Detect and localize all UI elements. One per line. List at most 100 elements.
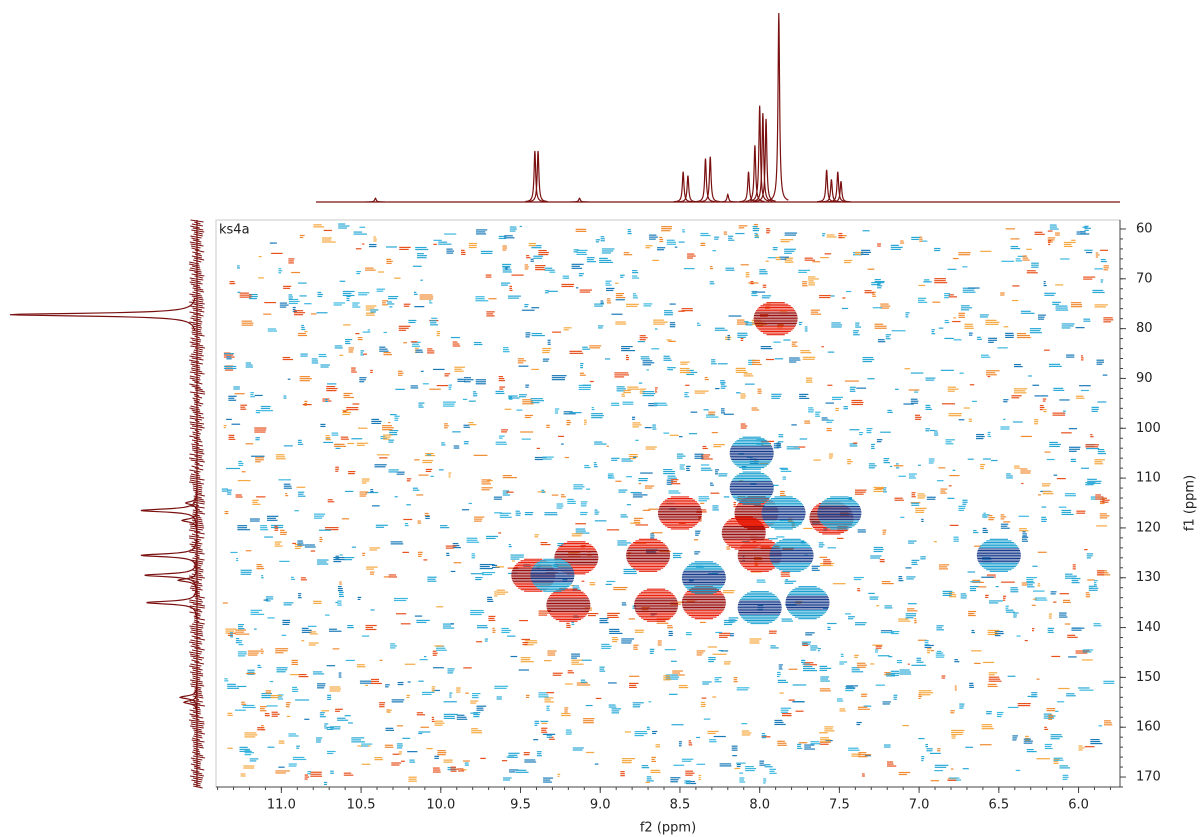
left-noise [192, 307, 203, 311]
left-noise [193, 761, 202, 765]
left-noise [191, 425, 205, 429]
top-peak [700, 156, 720, 203]
left-noise [192, 449, 204, 453]
left-noise [189, 281, 203, 285]
left-noise [191, 315, 202, 319]
left-noise [192, 557, 205, 561]
left-noise [189, 321, 202, 325]
y-tick-label: 130 [1136, 570, 1161, 585]
left-noise [194, 413, 202, 417]
x-tick-label: 8.5 [670, 798, 691, 813]
left-noise [190, 723, 204, 727]
left-noise [192, 397, 201, 401]
left-noise [192, 379, 200, 383]
left-noise [192, 771, 203, 775]
left-noise [191, 667, 203, 671]
y-tick-label: 100 [1136, 421, 1161, 436]
left-noise [194, 373, 201, 377]
left-noise [191, 279, 201, 283]
top-peak [528, 150, 548, 203]
left-noise [194, 451, 205, 455]
left-noise [192, 365, 201, 369]
left-noise [191, 229, 205, 233]
left-noise [191, 265, 201, 269]
top-peak [365, 197, 385, 203]
left-noise [192, 411, 204, 415]
left-noise [193, 609, 203, 613]
left-noise [191, 385, 201, 389]
left-noise [193, 633, 204, 637]
left-noise [192, 489, 203, 493]
left-noise [191, 409, 201, 413]
top-peak [745, 145, 765, 203]
left-noise [192, 603, 206, 607]
left-noise [190, 459, 205, 463]
left-noise [193, 781, 201, 785]
y-tick-label: 140 [1136, 620, 1161, 635]
left-noise [194, 429, 200, 433]
left-noise [194, 463, 204, 467]
left-noise [192, 677, 201, 681]
left-noise [190, 639, 202, 643]
left-noise [192, 483, 202, 487]
cross-peak [729, 471, 774, 505]
left-noise [192, 777, 203, 781]
left-noise [193, 233, 203, 237]
left-noise [189, 653, 200, 657]
left-noise [189, 241, 202, 245]
left-noise [191, 541, 203, 545]
left-noise [193, 231, 203, 235]
left-noise [192, 287, 204, 291]
left-noise [189, 407, 201, 411]
y-tick-label: 80 [1136, 321, 1153, 336]
left-noise [194, 553, 200, 557]
left-noise [189, 625, 204, 629]
left-noise [189, 377, 201, 381]
left-noise [191, 237, 200, 241]
top-peak [525, 150, 545, 203]
left-peak [180, 504, 198, 537]
x-tick-label: 8.0 [749, 798, 770, 813]
left-noise [190, 769, 200, 773]
left-peak [146, 586, 197, 619]
left-peak [140, 539, 197, 572]
left-noise [189, 435, 201, 439]
left-noise [193, 735, 203, 739]
left-noise [194, 253, 203, 257]
cross-peak [681, 586, 726, 620]
left-noise [193, 729, 203, 733]
left-noise [190, 473, 201, 477]
x-tick-label: 7.0 [909, 798, 930, 813]
x-tick-label: 7.5 [829, 798, 850, 813]
left-peak [184, 487, 198, 519]
left-noise [193, 749, 201, 753]
left-noise [194, 467, 204, 471]
left-noise [189, 457, 204, 461]
left-noise [193, 765, 201, 769]
cross-peak [681, 561, 726, 595]
left-noise [189, 651, 202, 655]
left-noise [190, 405, 200, 409]
cross-peak [976, 538, 1021, 572]
left-noise [192, 669, 202, 673]
left-noise [189, 477, 205, 481]
left-noise [190, 655, 204, 659]
left-noise [190, 225, 200, 229]
left-noise [194, 403, 202, 407]
left-noise [192, 509, 203, 513]
left-noise [191, 273, 205, 277]
left-noise [189, 383, 200, 387]
left-noise [188, 263, 200, 267]
left-noise [189, 665, 201, 669]
left-noise [191, 357, 204, 361]
left-noise [189, 537, 202, 541]
left-noise [194, 275, 203, 279]
left-noise [189, 713, 200, 717]
left-noise [192, 755, 206, 759]
left-noise [193, 289, 205, 293]
left-noise [192, 511, 206, 515]
cross-peak [634, 588, 679, 622]
left-noise [192, 239, 202, 243]
left-noise [191, 247, 200, 251]
